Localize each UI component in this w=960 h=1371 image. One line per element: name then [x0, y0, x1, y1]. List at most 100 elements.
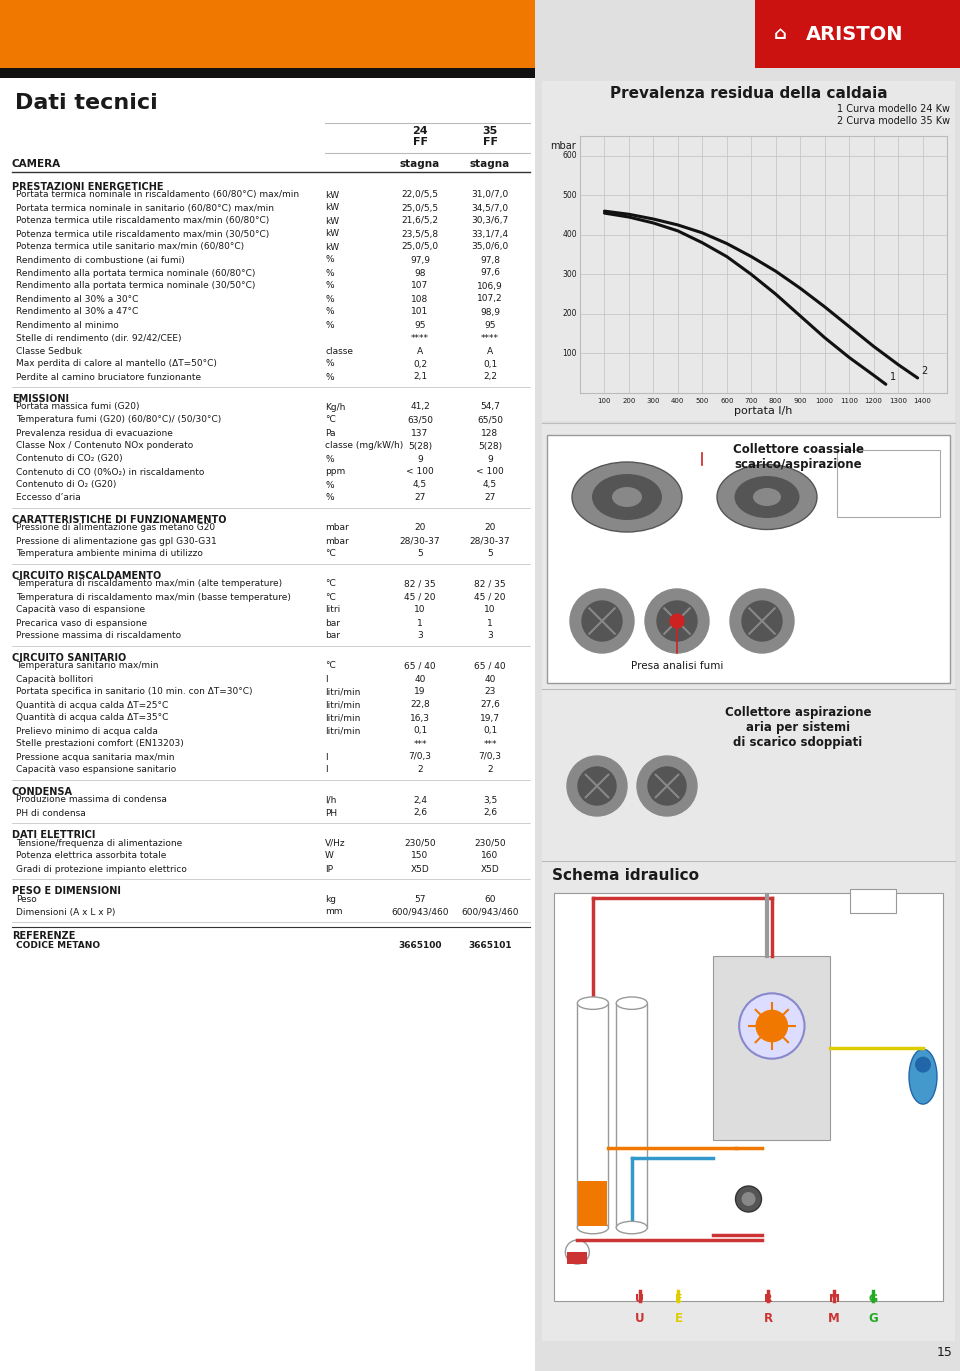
Text: Classe Sedbuk: Classe Sedbuk [16, 347, 82, 355]
Text: 45 / 20: 45 / 20 [474, 592, 506, 602]
Text: 400: 400 [671, 398, 684, 404]
Text: Prevalenza residua della caldaia: Prevalenza residua della caldaia [610, 85, 887, 100]
Text: kW: kW [325, 217, 339, 225]
Text: Collettore coassiale
scarico/aspirazione: Collettore coassiale scarico/aspirazione [732, 443, 864, 472]
Text: Pressione massima di riscaldamento: Pressione massima di riscaldamento [16, 632, 181, 640]
Text: 5: 5 [418, 550, 422, 558]
Text: 10: 10 [415, 606, 425, 614]
Text: Eccesso d’aria: Eccesso d’aria [16, 494, 81, 503]
Text: 25,0/5,0: 25,0/5,0 [401, 243, 439, 251]
Text: U: U [636, 1294, 644, 1304]
Ellipse shape [572, 462, 682, 532]
Text: 1 Curva modello 24 Kw: 1 Curva modello 24 Kw [837, 104, 950, 114]
Text: 500: 500 [563, 191, 577, 200]
Text: 2,1: 2,1 [413, 373, 427, 381]
Text: 0,1: 0,1 [483, 727, 497, 735]
Circle shape [648, 766, 686, 805]
Bar [616, 1004, 647, 1227]
Text: CAMERA: CAMERA [12, 159, 61, 169]
Text: M: M [828, 1294, 840, 1304]
Ellipse shape [588, 613, 616, 629]
Text: Quantità di acqua calda ΔT=25°C: Quantità di acqua calda ΔT=25°C [16, 701, 168, 710]
Text: REFERENZE: REFERENZE [12, 931, 76, 941]
Circle shape [567, 755, 627, 816]
Text: 60: 60 [484, 894, 495, 903]
Text: 150: 150 [412, 851, 428, 861]
Text: E: E [675, 1294, 683, 1304]
Text: ***: *** [483, 739, 496, 749]
Text: %: % [325, 255, 334, 265]
Text: 1200: 1200 [865, 398, 882, 404]
Text: 21,6/5,2: 21,6/5,2 [401, 217, 439, 225]
Text: ppm: ppm [325, 468, 346, 477]
Text: 5: 5 [487, 550, 492, 558]
Text: 106,9: 106,9 [477, 281, 503, 291]
Circle shape [565, 1239, 589, 1264]
Text: portata l/h: portata l/h [734, 406, 793, 415]
Text: 30,3/6,7: 30,3/6,7 [471, 217, 509, 225]
Text: 400: 400 [563, 230, 577, 240]
Text: 65/50: 65/50 [477, 415, 503, 425]
Text: kW: kW [325, 243, 339, 251]
Text: %: % [325, 373, 334, 381]
Text: A: A [417, 347, 423, 355]
Text: 2: 2 [418, 765, 422, 775]
Text: litri/min: litri/min [325, 713, 360, 723]
Text: Potenza termica utile sanitario max/min (60/80°C): Potenza termica utile sanitario max/min … [16, 243, 244, 251]
Bar [542, 424, 955, 691]
Text: ARISTON: ARISTON [806, 25, 903, 44]
Text: 2: 2 [922, 366, 928, 376]
Text: Prelievo minimo di acqua calda: Prelievo minimo di acqua calda [16, 727, 157, 735]
Bar [578, 1180, 608, 1226]
Ellipse shape [616, 1222, 647, 1234]
Text: mm: mm [325, 908, 343, 916]
Text: 27: 27 [484, 494, 495, 503]
Text: 108: 108 [412, 295, 428, 303]
Text: 27,6: 27,6 [480, 701, 500, 710]
Text: Portata massica fumi (G20): Portata massica fumi (G20) [16, 403, 139, 411]
Text: mbar: mbar [325, 524, 348, 532]
Text: 137: 137 [412, 429, 428, 437]
Text: EMISSIONI: EMISSIONI [12, 393, 69, 404]
Text: litri: litri [325, 606, 340, 614]
Text: 40: 40 [415, 675, 425, 684]
Text: Temperatura di riscaldamento max/min (alte temperature): Temperatura di riscaldamento max/min (al… [16, 580, 282, 588]
Text: Pressione di alimentazione gas metano G20: Pressione di alimentazione gas metano G2… [16, 524, 215, 532]
Ellipse shape [592, 474, 662, 520]
Text: 7/0,3: 7/0,3 [478, 753, 501, 761]
Text: 19,7: 19,7 [480, 713, 500, 723]
Text: 3,5: 3,5 [483, 795, 497, 805]
Text: CARATTERISTICHE DI FUNZIONAMENTO: CARATTERISTICHE DI FUNZIONAMENTO [12, 515, 227, 525]
Text: 600: 600 [720, 398, 733, 404]
Text: Max perdita di calore al mantello (ΔT=50°C): Max perdita di calore al mantello (ΔT=50… [16, 359, 217, 369]
Text: 82 / 35: 82 / 35 [474, 580, 506, 588]
Text: Prevalenza residua di evacuazione: Prevalenza residua di evacuazione [16, 429, 173, 437]
Bar [850, 888, 897, 913]
Text: 25,0/5,5: 25,0/5,5 [401, 203, 439, 213]
Text: Collettore aspirazione
aria per sistemi
di scarico sdoppiati: Collettore aspirazione aria per sistemi … [725, 706, 872, 749]
Text: 28/30-37: 28/30-37 [469, 536, 511, 546]
Text: 4,5: 4,5 [413, 480, 427, 489]
Ellipse shape [717, 465, 817, 529]
Text: litri/min: litri/min [325, 727, 360, 735]
Text: 1: 1 [487, 618, 492, 628]
Text: 15: 15 [937, 1346, 953, 1360]
Text: 230/50: 230/50 [474, 839, 506, 847]
Text: 900: 900 [794, 398, 807, 404]
Text: 98: 98 [415, 269, 425, 277]
Text: Stelle di rendimento (dir. 92/42/CEE): Stelle di rendimento (dir. 92/42/CEE) [16, 333, 181, 343]
Text: bar: bar [325, 632, 340, 640]
Text: Precarica vaso di espansione: Precarica vaso di espansione [16, 618, 147, 628]
Ellipse shape [612, 487, 642, 507]
Text: 40: 40 [484, 675, 495, 684]
Text: kg: kg [325, 894, 336, 903]
Text: 2,2: 2,2 [483, 373, 497, 381]
Ellipse shape [909, 1049, 937, 1104]
Text: 45 / 20: 45 / 20 [404, 592, 436, 602]
Text: 2 Curva modello 35 Kw: 2 Curva modello 35 Kw [837, 117, 950, 126]
Text: classe (mg/kW/h): classe (mg/kW/h) [325, 441, 403, 451]
Text: 2,6: 2,6 [413, 809, 427, 817]
Text: Rendimento di combustione (ai fumi): Rendimento di combustione (ai fumi) [16, 255, 184, 265]
Circle shape [735, 1186, 761, 1212]
Text: ***: *** [413, 739, 427, 749]
